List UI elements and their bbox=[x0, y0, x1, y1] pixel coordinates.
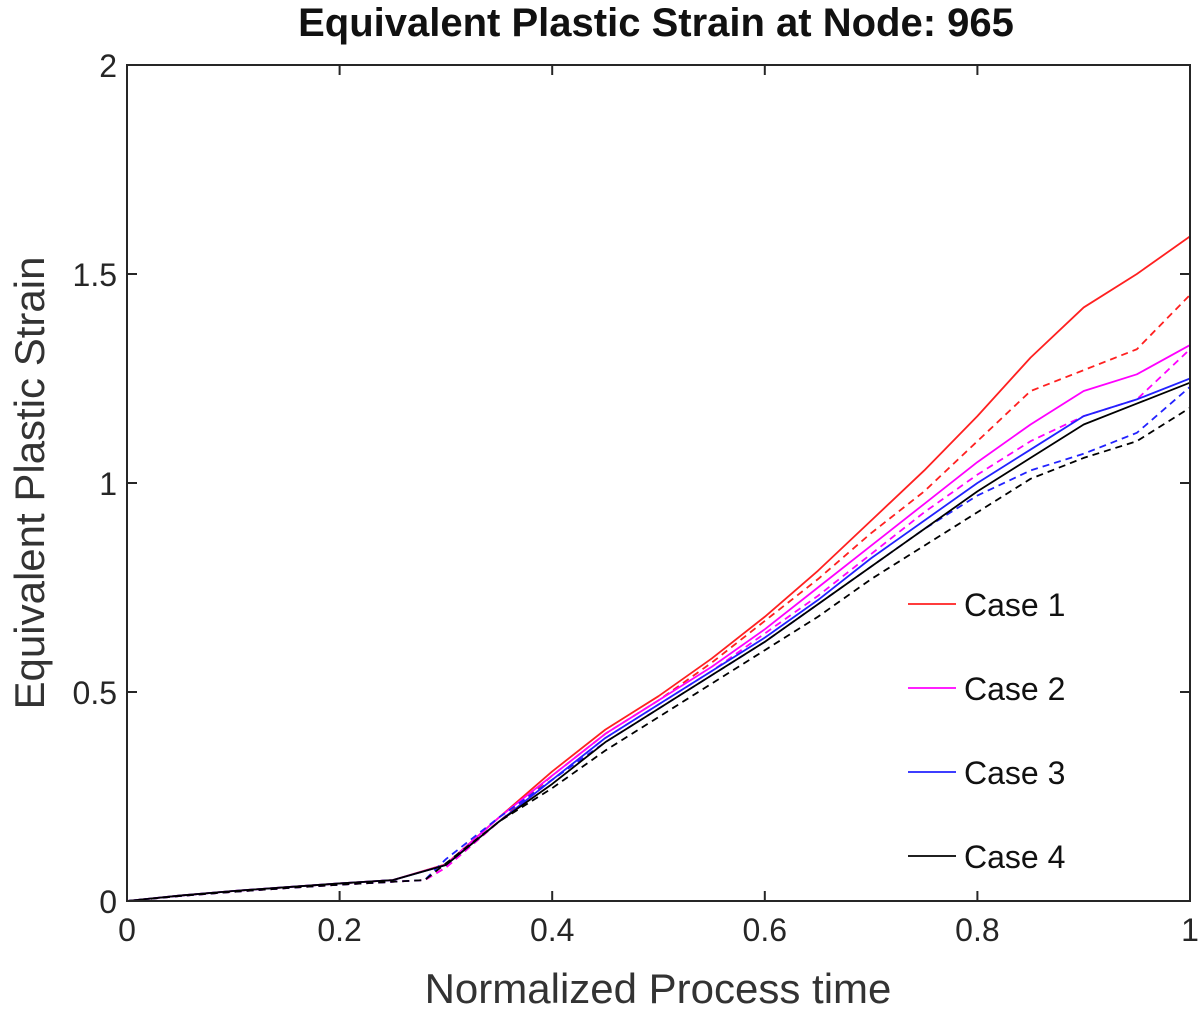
x-tick-label: 0.6 bbox=[743, 912, 787, 948]
legend-label: Case 4 bbox=[964, 839, 1065, 875]
plot-frame bbox=[126, 64, 1191, 902]
legend-label: Case 2 bbox=[964, 671, 1065, 707]
series-line-8-dashed bbox=[126, 406, 1191, 902]
legend: Case 1 Case 2 Case 3 Case 4 bbox=[908, 587, 1065, 875]
legend-label: Case 1 bbox=[964, 587, 1065, 623]
y-tick-label: 0 bbox=[99, 884, 117, 920]
x-tick-label: 0.8 bbox=[955, 912, 999, 948]
x-axis-label: Normalized Process time bbox=[425, 965, 892, 1012]
chart-title: Equivalent Plastic Strain at Node: 965 bbox=[298, 1, 1014, 45]
series-line-7-solid bbox=[126, 381, 1191, 902]
x-tick-label: 0.2 bbox=[317, 912, 361, 948]
y-tick-label: 1.5 bbox=[73, 257, 117, 293]
x-tick-label: 1 bbox=[1181, 912, 1199, 948]
x-tick-label: 0.4 bbox=[530, 912, 574, 948]
y-tick-label: 2 bbox=[99, 48, 117, 84]
y-tick-label: 1 bbox=[99, 466, 117, 502]
plot-area bbox=[127, 65, 1190, 901]
series-layer bbox=[126, 235, 1191, 902]
x-tick-label: 0 bbox=[118, 912, 136, 948]
ticks-layer: 0 0.2 0.4 0.6 0.8 1 0 0.5 1 1.5 2 bbox=[73, 48, 1199, 948]
legend-label: Case 3 bbox=[964, 755, 1065, 791]
y-tick-label: 0.5 bbox=[73, 675, 117, 711]
y-axis-label: Equivalent Plastic Strain bbox=[6, 257, 53, 710]
